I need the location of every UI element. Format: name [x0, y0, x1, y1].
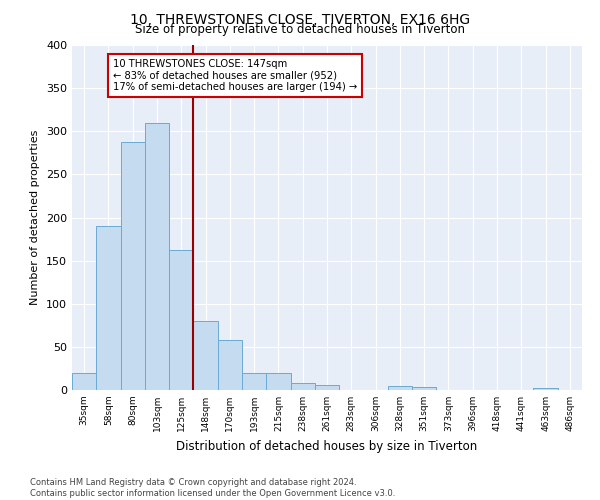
Bar [388, 386, 412, 390]
Bar [145, 122, 169, 390]
Bar [412, 388, 436, 390]
Bar [96, 226, 121, 390]
Bar [193, 321, 218, 390]
Bar [290, 383, 315, 390]
Y-axis label: Number of detached properties: Number of detached properties [31, 130, 40, 305]
Bar [72, 373, 96, 390]
Bar [121, 142, 145, 390]
Text: Contains HM Land Registry data © Crown copyright and database right 2024.
Contai: Contains HM Land Registry data © Crown c… [30, 478, 395, 498]
X-axis label: Distribution of detached houses by size in Tiverton: Distribution of detached houses by size … [176, 440, 478, 452]
Bar [169, 250, 193, 390]
Text: Size of property relative to detached houses in Tiverton: Size of property relative to detached ho… [135, 22, 465, 36]
Bar [533, 388, 558, 390]
Bar [266, 373, 290, 390]
Bar [315, 385, 339, 390]
Bar [242, 373, 266, 390]
Text: 10, THREWSTONES CLOSE, TIVERTON, EX16 6HG: 10, THREWSTONES CLOSE, TIVERTON, EX16 6H… [130, 12, 470, 26]
Bar [218, 340, 242, 390]
Text: 10 THREWSTONES CLOSE: 147sqm
← 83% of detached houses are smaller (952)
17% of s: 10 THREWSTONES CLOSE: 147sqm ← 83% of de… [113, 59, 357, 92]
